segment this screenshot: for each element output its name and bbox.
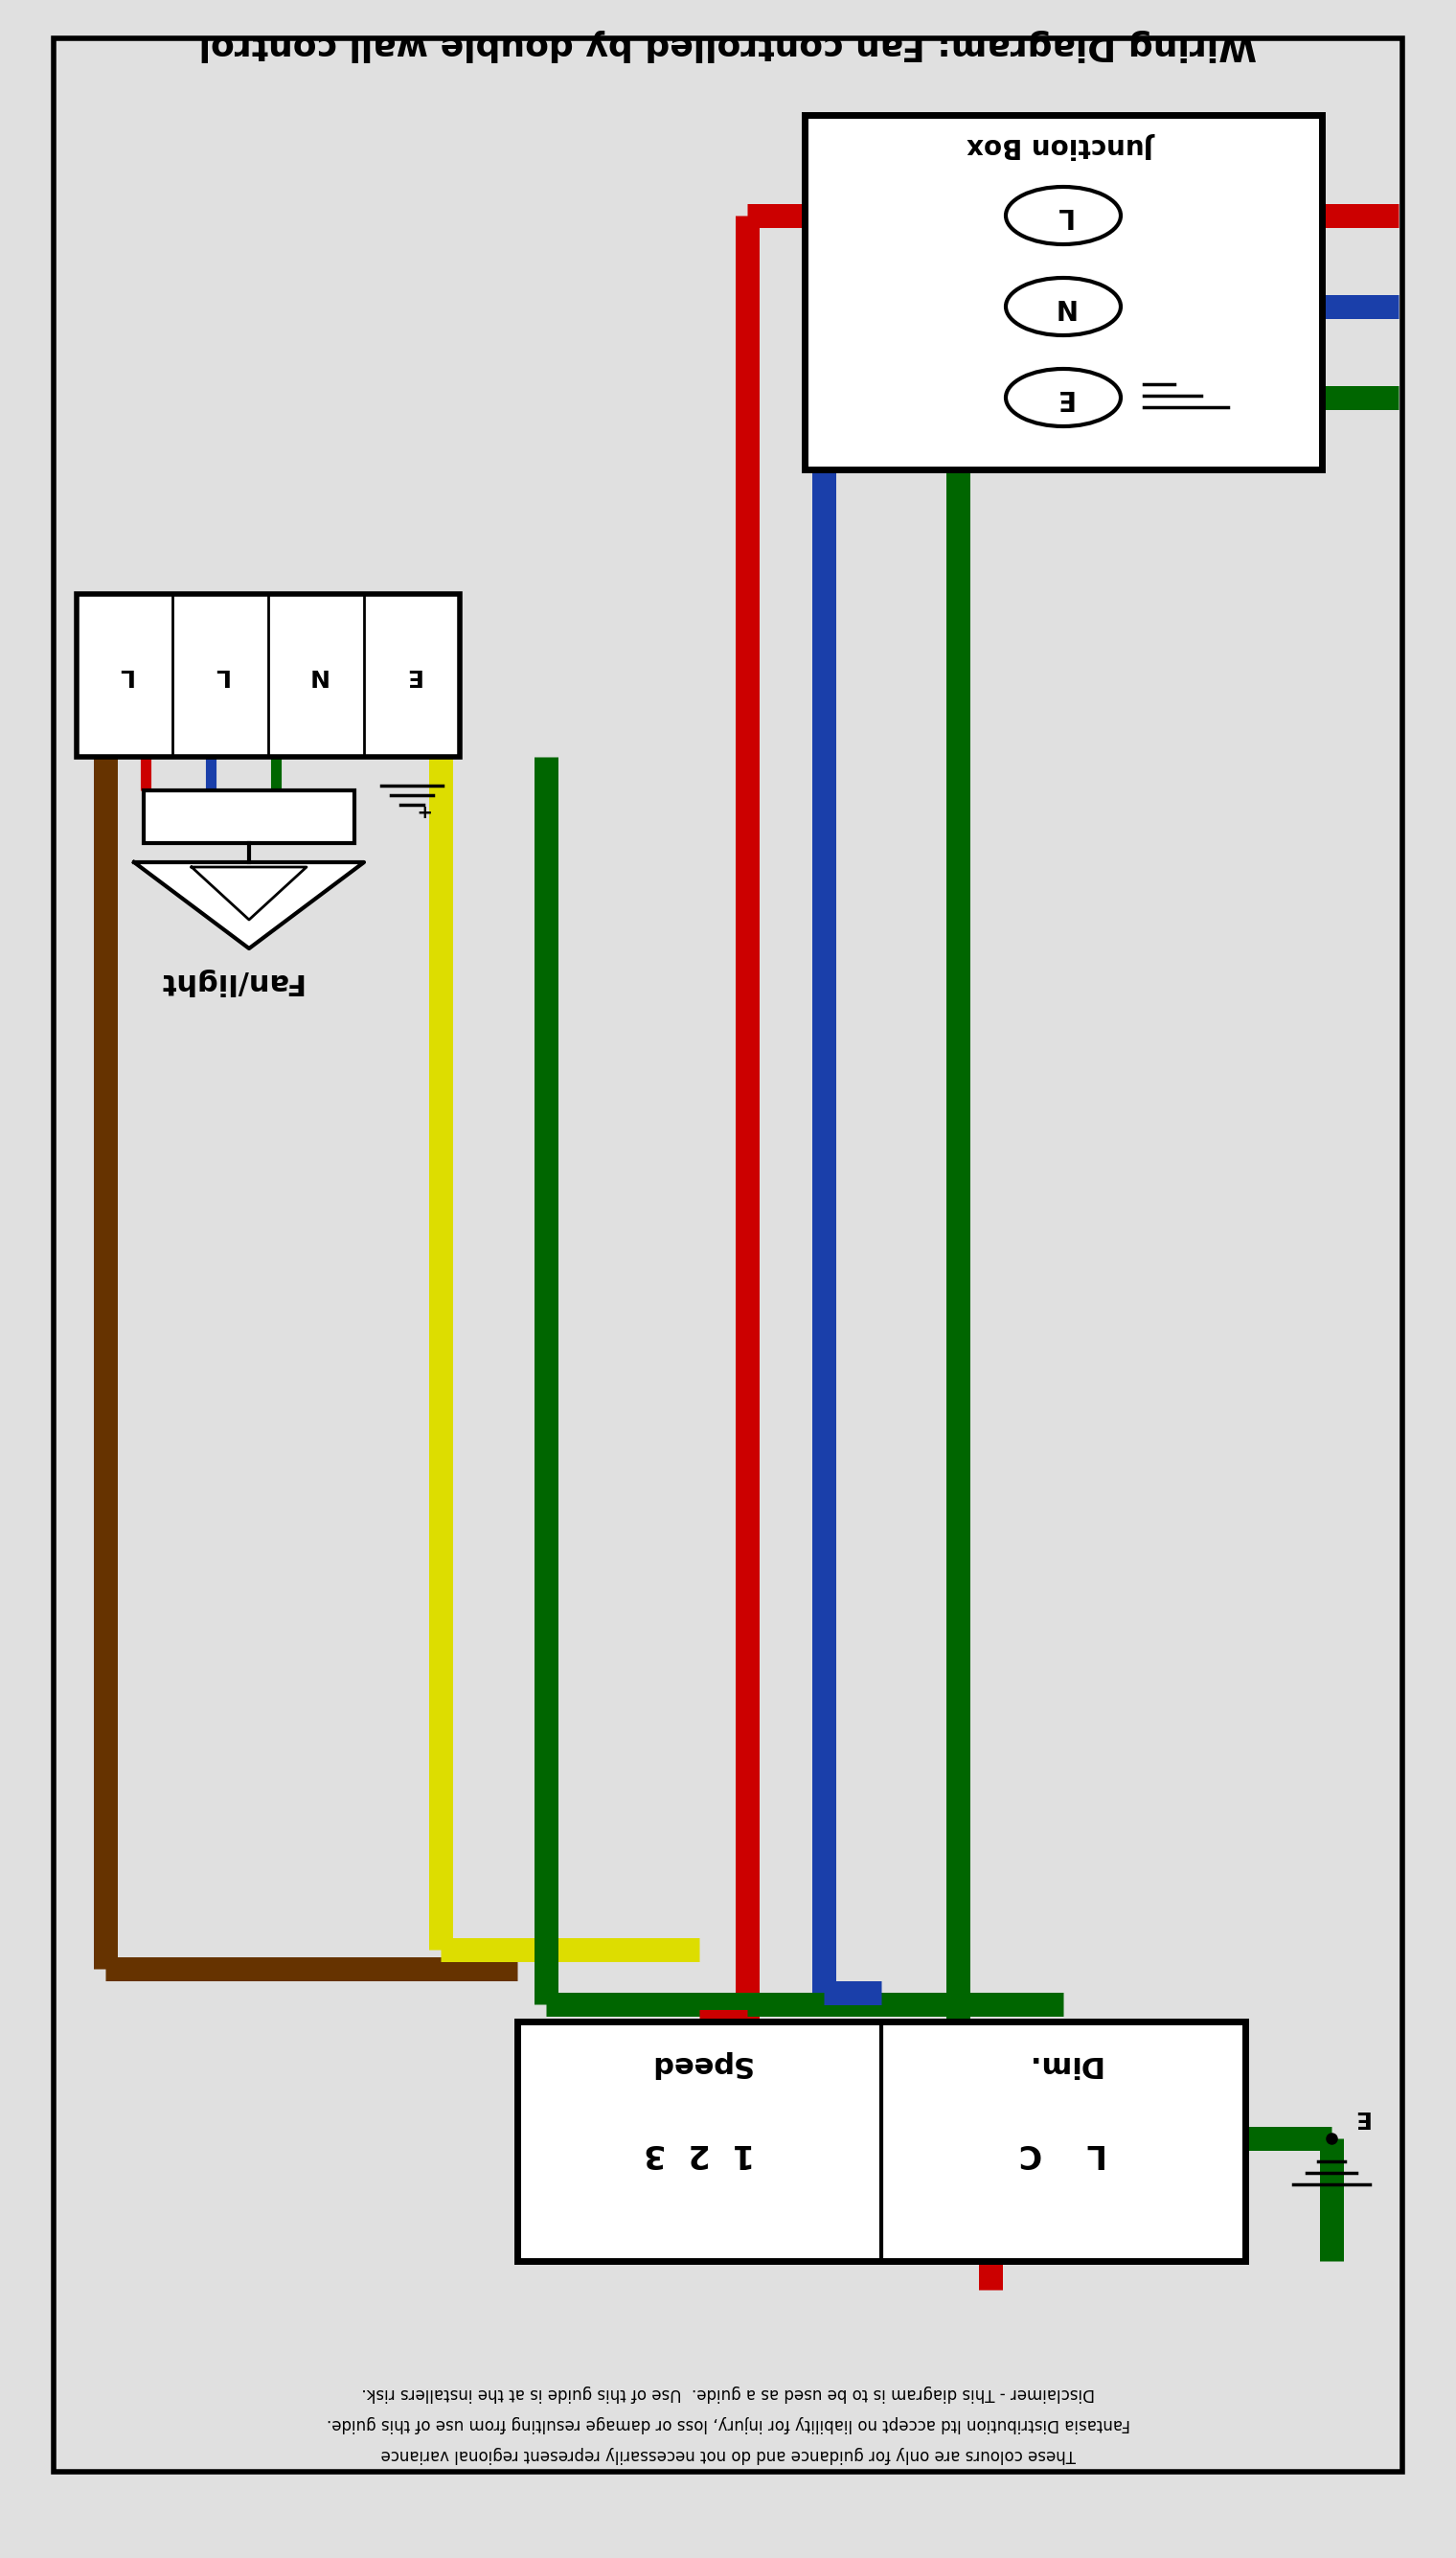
Circle shape: [1006, 279, 1121, 335]
Text: E: E: [1353, 2105, 1369, 2128]
Bar: [805, 115, 1322, 471]
Text: +: +: [414, 801, 430, 819]
Text: L: L: [116, 665, 132, 688]
Circle shape: [1006, 368, 1121, 427]
Text: Fantasia Distribution ltd accept no liability for injury, loss or damage resulti: Fantasia Distribution ltd accept no liab…: [326, 2415, 1130, 2433]
Text: These colours are only for guidance and do not necessarily represent regional va: These colours are only for guidance and …: [380, 2445, 1076, 2463]
Text: N: N: [306, 665, 326, 688]
Text: L: L: [1054, 202, 1072, 230]
Text: E: E: [1054, 384, 1072, 412]
Text: 1  2  3: 1 2 3: [644, 2138, 754, 2169]
Text: N: N: [1053, 294, 1075, 320]
Text: Junction Box: Junction Box: [970, 133, 1158, 159]
Text: L    C: L C: [1019, 2138, 1108, 2169]
Circle shape: [1006, 187, 1121, 246]
Text: E: E: [403, 665, 419, 688]
Bar: [144, 790, 354, 844]
Bar: [77, 593, 460, 757]
Text: Wiring Diagram: Fan controlled by double wall control: Wiring Diagram: Fan controlled by double…: [199, 28, 1257, 61]
Text: L: L: [213, 665, 229, 688]
Text: Dim.: Dim.: [1025, 2049, 1101, 2077]
Text: Fan/light: Fan/light: [157, 967, 303, 995]
Text: Speed: Speed: [648, 2049, 750, 2077]
Polygon shape: [134, 862, 364, 949]
Text: Disclaimer - This diagram is to be used as a guide.  Use of this guide is at the: Disclaimer - This diagram is to be used …: [361, 2384, 1095, 2402]
Bar: [517, 2021, 1245, 2261]
